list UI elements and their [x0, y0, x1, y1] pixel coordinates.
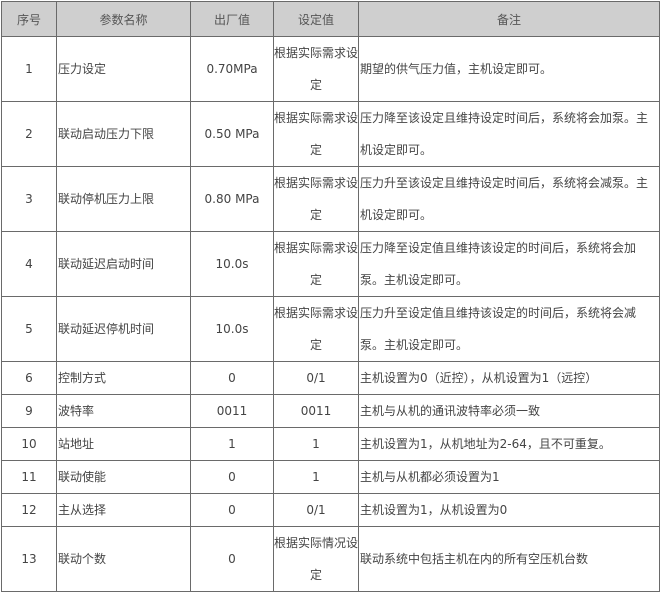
factory-value: 0.70MPa [190, 36, 274, 102]
setting-value: 根据实际情况设定 [273, 526, 359, 592]
setting-value: 根据实际需求设定 [273, 166, 359, 232]
table-row: 6 控制方式 0 0/1 主机设置为0（近控），从机设置为1（远控） [1, 361, 660, 395]
note: 主机设置为1，从机设置为0 [358, 493, 660, 527]
factory-value: 0.50 MPa [190, 101, 274, 167]
param-name: 波特率 [56, 394, 191, 428]
table-row: 9 波特率 0011 0011 主机与从机的通讯波特率必须一致 [1, 394, 660, 428]
row-number: 2 [1, 101, 57, 167]
factory-value: 10.0s [190, 296, 274, 362]
param-name: 压力设定 [56, 36, 191, 102]
setting-value: 根据实际需求设定 [273, 101, 359, 167]
param-name: 主从选择 [56, 493, 191, 527]
header-row: 序号 参数名称 出厂值 设定值 备注 [1, 1, 660, 37]
factory-value: 10.0s [190, 231, 274, 297]
table-row: 1 压力设定 0.70MPa 根据实际需求设定 期望的供气压力值，主机设定即可。 [1, 36, 660, 102]
note: 主机设置为1，从机地址为2-64，且不可重复。 [358, 427, 660, 461]
table-row: 5 联动延迟停机时间 10.0s 根据实际需求设定 压力升至设定值且维持该设定的时间后，… [1, 296, 660, 362]
header-no: 序号 [1, 1, 57, 37]
factory-value: 1 [190, 427, 274, 461]
header-name: 参数名称 [56, 1, 191, 37]
row-number: 1 [1, 36, 57, 102]
setting-value: 根据实际需求设定 [273, 36, 359, 102]
row-number: 6 [1, 361, 57, 395]
param-name: 联动使能 [56, 460, 191, 494]
setting-value: 0/1 [273, 361, 359, 395]
note: 主机设置为0（近控），从机设置为1（远控） [358, 361, 660, 395]
setting-value: 0011 [273, 394, 359, 428]
table-row: 3 联动停机压力上限 0.80 MPa 根据实际需求设定 压力升至该设定且维持设定时间后… [1, 166, 660, 232]
setting-value: 1 [273, 427, 359, 461]
row-number: 9 [1, 394, 57, 428]
setting-value: 0/1 [273, 493, 359, 527]
table-row: 10 站地址 1 1 主机设置为1，从机地址为2-64，且不可重复。 [1, 427, 660, 461]
row-number: 4 [1, 231, 57, 297]
row-number: 11 [1, 460, 57, 494]
table-row: 2 联动启动压力下限 0.50 MPa 根据实际需求设定 压力降至该设定且维持设定时间后… [1, 101, 660, 167]
param-name: 联动延迟停机时间 [56, 296, 191, 362]
note: 压力降至设定值且维持该设定的时间后，系统将会加泵。主机设定即可。 [358, 231, 660, 297]
table-row: 13 联动个数 0 根据实际情况设定 联动系统中包括主机在内的所有空压机台数 [1, 526, 660, 592]
note: 压力降至该设定且维持设定时间后，系统将会加泵。主机设定即可。 [358, 101, 660, 167]
factory-value: 0 [190, 361, 274, 395]
note: 压力升至该设定且维持设定时间后，系统将会减泵。主机设定即可。 [358, 166, 660, 232]
param-name: 联动个数 [56, 526, 191, 592]
table-row: 4 联动延迟启动时间 10.0s 根据实际需求设定 压力降至设定值且维持该设定的时间后，… [1, 231, 660, 297]
row-number: 5 [1, 296, 57, 362]
header-note: 备注 [358, 1, 660, 37]
note: 期望的供气压力值，主机设定即可。 [358, 36, 660, 102]
header-setting: 设定值 [273, 1, 359, 37]
factory-value: 0011 [190, 394, 274, 428]
note: 联动系统中包括主机在内的所有空压机台数 [358, 526, 660, 592]
param-name: 联动停机压力上限 [56, 166, 191, 232]
factory-value: 0.80 MPa [190, 166, 274, 232]
setting-value: 根据实际需求设定 [273, 231, 359, 297]
param-name: 站地址 [56, 427, 191, 461]
table-row: 11 联动使能 0 1 主机与从机都必须设置为1 [1, 460, 660, 494]
param-name: 联动延迟启动时间 [56, 231, 191, 297]
row-number: 3 [1, 166, 57, 232]
note: 主机与从机都必须设置为1 [358, 460, 660, 494]
row-number: 12 [1, 493, 57, 527]
row-number: 13 [1, 526, 57, 592]
factory-value: 0 [190, 493, 274, 527]
param-name: 控制方式 [56, 361, 191, 395]
param-name: 联动启动压力下限 [56, 101, 191, 167]
table-row: 12 主从选择 0 0/1 主机设置为1，从机设置为0 [1, 493, 660, 527]
row-number: 10 [1, 427, 57, 461]
note: 主机与从机的通讯波特率必须一致 [358, 394, 660, 428]
factory-value: 0 [190, 460, 274, 494]
header-factory: 出厂值 [190, 1, 274, 37]
factory-value: 0 [190, 526, 274, 592]
setting-value: 1 [273, 460, 359, 494]
note: 压力升至设定值且维持该设定的时间后，系统将会减泵。主机设定即可。 [358, 296, 660, 362]
setting-value: 根据实际需求设定 [273, 296, 359, 362]
